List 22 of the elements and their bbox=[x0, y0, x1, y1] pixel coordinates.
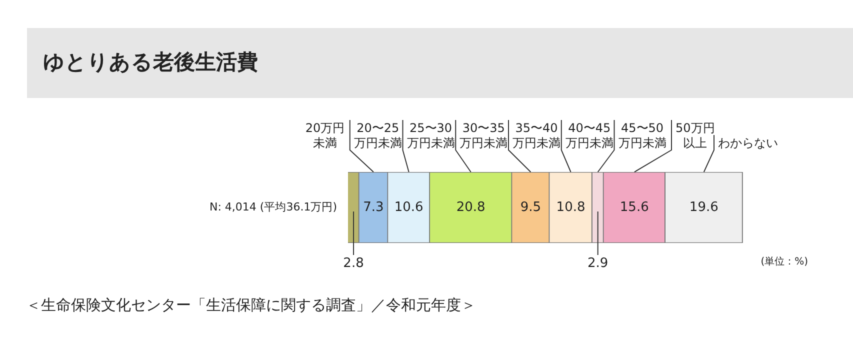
text: 50万円以上 bbox=[675, 121, 715, 150]
data-label: 2.9 bbox=[587, 256, 608, 271]
series-label: 40〜45万円未満 bbox=[565, 121, 614, 150]
series-label: 35〜40万円未満 bbox=[512, 121, 560, 150]
text: ＜生命保険文化センター「生活保障に関する調査」／令和元年度＞ bbox=[26, 296, 476, 315]
data-label: 19.6 bbox=[689, 200, 718, 215]
data-label: 20.8 bbox=[456, 200, 486, 215]
text: 45〜50万円未満 bbox=[618, 121, 666, 150]
data-label: 10.8 bbox=[556, 200, 586, 215]
data-label: 15.6 bbox=[620, 200, 649, 215]
text: ゆとりある老後生活費 bbox=[43, 49, 258, 76]
series-label: 30〜35万円未満 bbox=[460, 121, 508, 150]
series-label: わからない bbox=[718, 136, 778, 150]
text: (単位：%) bbox=[760, 256, 808, 268]
data-label: 2.8 bbox=[343, 256, 364, 271]
data-label: 9.5 bbox=[520, 200, 542, 215]
series-label: 20万円未満 bbox=[305, 121, 345, 150]
series-label: 20〜25万円未満 bbox=[354, 121, 402, 150]
series-label: 25〜30万円未満 bbox=[406, 121, 455, 150]
data-label: 10.6 bbox=[394, 200, 424, 215]
y-tick-label: N: 4,014 (平均36.1万円) bbox=[210, 200, 337, 214]
data-label: 7.3 bbox=[363, 200, 384, 215]
